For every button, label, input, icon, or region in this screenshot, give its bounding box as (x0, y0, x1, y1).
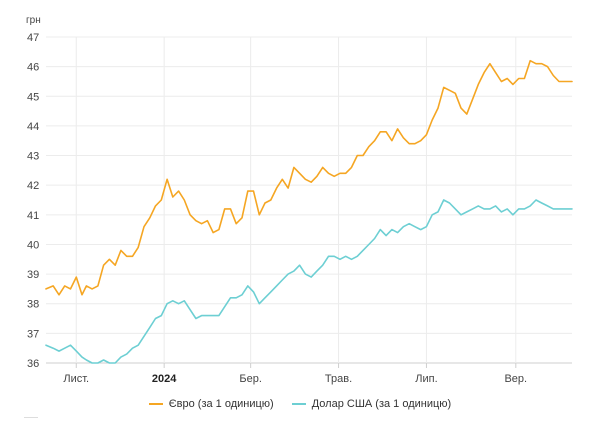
y-axis: 36 37 38 39 40 41 42 43 44 45 46 47 (27, 32, 39, 370)
legend-item-euro[interactable]: Євро (за 1 одиницю) (148, 398, 274, 410)
legend-label: Долар США (за 1 одиницю) (311, 398, 452, 410)
grid-layer (46, 36, 572, 364)
series-line-usd (45, 199, 573, 364)
x-tick-label: Трав. (325, 373, 352, 385)
x-tick-label: Вер. (504, 373, 527, 385)
y-tick-label: 38 (27, 299, 39, 311)
y-axis-unit-label: грн (26, 15, 41, 26)
footer-divider (24, 417, 38, 424)
legend-swatch (148, 403, 163, 405)
x-axis: Лист. 2024 Бер. Трав. Лип. Вер. (63, 363, 527, 385)
y-tick-label: 47 (27, 32, 39, 44)
legend-label: Євро (за 1 одиницю) (168, 398, 274, 410)
y-tick-label: 39 (27, 269, 39, 281)
legend-swatch (291, 403, 306, 405)
line-chart: грн 36 37 38 39 40 41 42 43 44 45 46 47 Лист. 2024 Бе… (26, 15, 573, 385)
series-layer (45, 59, 573, 364)
legend-item-usd[interactable]: Долар США (за 1 одиницю) (291, 398, 452, 410)
y-tick-label: 43 (27, 151, 39, 163)
y-tick-label: 37 (27, 328, 39, 340)
y-tick-label: 40 (27, 239, 39, 251)
y-tick-label: 42 (27, 180, 39, 192)
y-tick-label: 44 (27, 121, 39, 133)
y-tick-label: 46 (27, 62, 39, 74)
y-tick-label: 36 (27, 358, 39, 370)
y-tick-label: 41 (27, 210, 39, 222)
y-tick-label: 45 (27, 91, 39, 103)
chart-legend: Євро (за 1 одиницю) Долар США (за 1 одини… (0, 398, 600, 410)
x-tick-label: Бер. (239, 373, 262, 385)
x-tick-label: 2024 (152, 373, 177, 385)
x-tick-label: Лист. (63, 373, 89, 385)
series-line-euro (45, 59, 573, 296)
x-tick-label: Лип. (415, 373, 437, 385)
